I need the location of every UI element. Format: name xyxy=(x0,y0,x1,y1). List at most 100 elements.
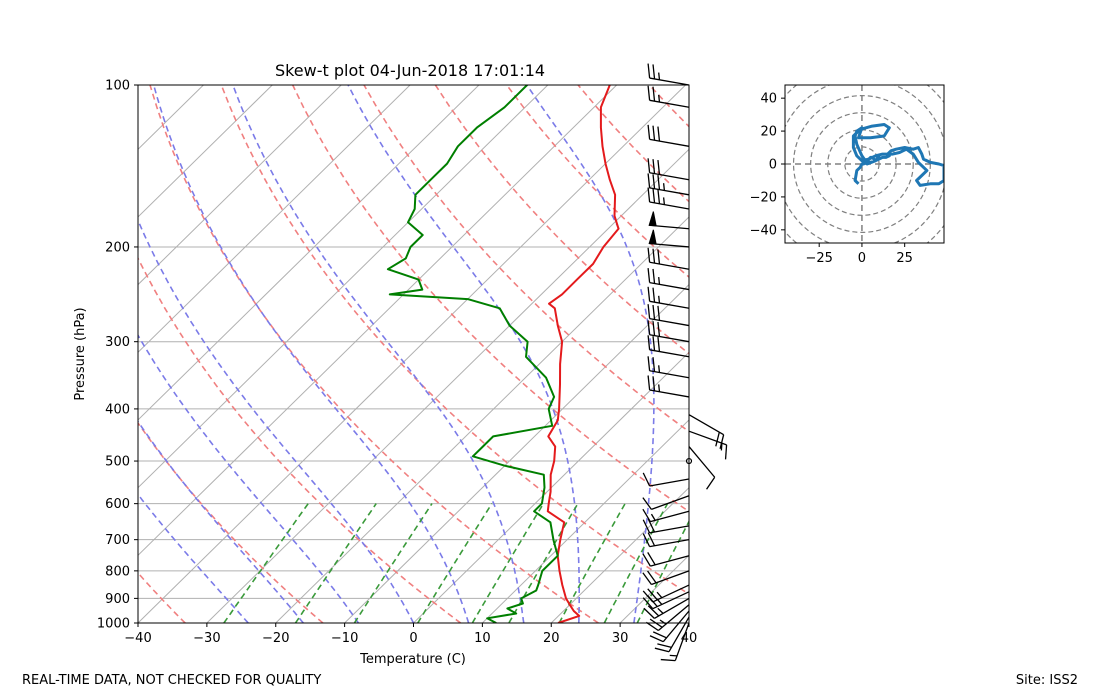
mixing-ratio-line xyxy=(417,503,493,623)
wind-barb xyxy=(642,532,690,548)
dry-adiabat-line xyxy=(434,85,689,355)
wind-barb xyxy=(647,320,690,343)
wind-barb-full xyxy=(652,376,656,391)
y-tick-label: 600 xyxy=(105,497,130,512)
wind-barb-shaft xyxy=(688,430,727,446)
wind-barb xyxy=(647,268,690,291)
dry-adiabat-line xyxy=(577,85,689,203)
wind-barb-half xyxy=(659,619,667,625)
wind-barb xyxy=(647,158,690,181)
isotherm-line xyxy=(344,283,689,623)
wind-barb xyxy=(649,610,690,643)
skewt-axes: −40 −30 −20 −10 0 10 20 30 401002003004005006007… xyxy=(97,79,697,647)
dry-adiabat-line xyxy=(363,85,689,433)
wind-barb-half xyxy=(656,591,663,599)
wind-barb-full xyxy=(647,375,651,391)
dry-adiabat-line xyxy=(138,571,186,623)
footer-quality-notice: REAL-TIME DATA, NOT CHECKED FOR QUALITY xyxy=(22,673,322,688)
wind-barb-full xyxy=(642,597,654,610)
wind-barb-full xyxy=(715,432,720,447)
isotherm-line xyxy=(138,85,204,150)
wind-barb-half xyxy=(657,607,664,614)
wind-barb-full xyxy=(647,518,656,533)
wind-barb-full xyxy=(647,124,651,140)
wind-barb-full xyxy=(652,159,656,174)
wind-barb-shaft xyxy=(649,187,690,196)
wind-barb-calm xyxy=(685,457,693,465)
wind-barb-half xyxy=(658,365,661,373)
wind-barb-full xyxy=(642,572,652,585)
wind-barb xyxy=(647,356,690,379)
wind-barb-shaft xyxy=(657,604,690,631)
wind-barb-full xyxy=(649,635,664,643)
wind-barb-full xyxy=(647,158,651,173)
wind-barb xyxy=(645,604,690,632)
x-tick-label: 30 xyxy=(612,631,629,646)
wind-barb-full xyxy=(642,590,654,603)
dry-adiabat-line xyxy=(648,85,689,128)
wind-barb-half xyxy=(658,94,661,103)
wind-barb xyxy=(647,286,690,309)
moist-adiabat-line xyxy=(138,493,249,623)
isotherm-line xyxy=(138,85,686,623)
wind-barb xyxy=(642,508,690,523)
wind-barb-full xyxy=(719,434,725,449)
wind-barb-flag xyxy=(648,211,657,227)
wind-barb-shaft xyxy=(649,99,690,108)
wind-barb-full xyxy=(647,63,651,79)
wind-barb-full xyxy=(647,286,651,302)
wind-barb-full xyxy=(647,570,657,584)
wind-barb-full xyxy=(647,588,658,601)
x-tick-label: 0 xyxy=(409,631,417,646)
x-tick-label: −20 xyxy=(262,631,289,646)
wind-barb-shaft xyxy=(688,414,724,436)
wind-barb-shaft xyxy=(652,591,690,610)
wind-barb-full xyxy=(642,508,651,522)
wind-barb xyxy=(642,552,690,567)
hodograph-x-tick-label: −25 xyxy=(805,251,832,266)
y-tick-label: 700 xyxy=(105,533,130,548)
wind-barb-shaft xyxy=(649,317,690,327)
dewpoint-profile-line xyxy=(386,85,559,623)
wind-barb-full xyxy=(657,249,661,265)
wind-barb xyxy=(688,446,716,490)
x-tick-label: −30 xyxy=(193,631,220,646)
isotherm-line xyxy=(0,85,66,623)
wind-barb-full xyxy=(657,126,661,142)
dry-adiabat-line xyxy=(220,85,689,596)
wind-barb xyxy=(660,622,690,662)
wind-barb-full xyxy=(647,268,651,283)
wind-barb xyxy=(647,335,690,358)
wind-barb-full xyxy=(642,533,651,547)
wind-barb xyxy=(647,124,690,147)
wind-barb-full xyxy=(647,532,656,547)
wind-barb-shaft xyxy=(668,616,690,653)
wind-barb-shaft xyxy=(662,610,690,643)
wind-barb xyxy=(647,247,690,270)
wind-barb-full xyxy=(657,305,661,321)
isotherm-line xyxy=(138,85,549,489)
wind-barb-full xyxy=(652,268,656,284)
temperature-profile-line xyxy=(546,85,620,623)
wind-barb-full xyxy=(649,618,663,628)
wind-barbs xyxy=(642,63,728,662)
hodograph-y-tick-label: −40 xyxy=(750,223,777,238)
wind-barb-full xyxy=(652,86,656,102)
isotherm-line xyxy=(550,486,689,623)
wind-barb xyxy=(648,229,690,248)
hodograph-y-tick-label: 20 xyxy=(760,125,777,140)
isotherm-line xyxy=(688,622,689,623)
wind-barb-full xyxy=(652,64,656,79)
wind-barb-shaft xyxy=(649,172,690,181)
hodograph-trace xyxy=(851,123,944,187)
wind-barb-shaft xyxy=(649,389,690,398)
wind-barb-full xyxy=(647,320,651,335)
y-axis-label: Pressure (hPa) xyxy=(73,307,88,400)
wind-barb xyxy=(647,63,690,86)
wind-barb-shaft xyxy=(650,510,690,523)
y-tick-label: 1000 xyxy=(97,617,130,632)
skewt-series xyxy=(386,85,620,623)
wind-barb xyxy=(685,457,693,465)
x-tick-label: 20 xyxy=(543,631,560,646)
skewt-grid xyxy=(0,85,689,623)
